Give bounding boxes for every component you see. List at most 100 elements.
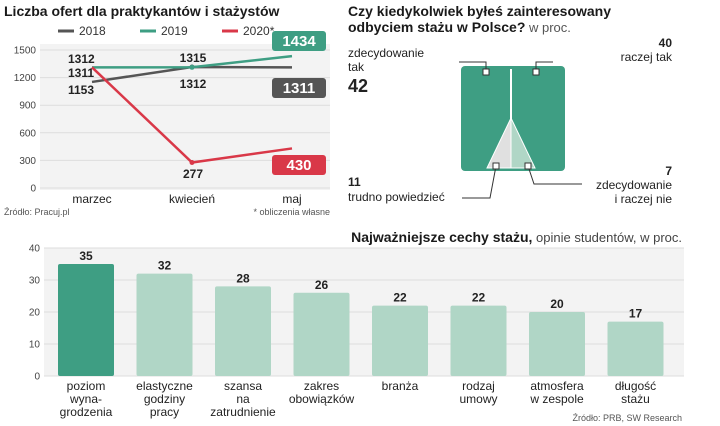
line-y-tick: 600 (19, 128, 36, 139)
line-point (189, 160, 195, 166)
bar-category: szansa (224, 379, 262, 393)
line-legend: 2018 2019 2020* (58, 24, 275, 38)
bar-category: godziny (144, 392, 185, 406)
line-note: * obliczenia własne (253, 207, 330, 217)
line-label-start: 1153 (68, 83, 94, 97)
pie-title-question: odbyciem stażu w Polsce? (348, 19, 525, 35)
bar-category: zatrudnienie (210, 405, 276, 419)
line-label-mid: 1315 (180, 51, 207, 65)
bar-category: branża (382, 379, 419, 393)
bar-value: 26 (315, 278, 329, 292)
bar (372, 305, 428, 376)
bar-y-tick: 0 (34, 372, 40, 383)
bar-category: pracy (150, 405, 179, 419)
pie-marker-tak (482, 68, 490, 76)
line-y-ticks: 0 300 600 900 1200 1500 (14, 46, 37, 195)
pie-leader-trudno (462, 165, 497, 199)
bar (136, 273, 193, 376)
bar (529, 312, 585, 376)
bar-title-main: Najważniejsze cechy stażu, (351, 229, 532, 245)
line-label-end: 1434 (282, 33, 316, 50)
bar-value: 17 (629, 307, 643, 321)
line-y-tick: 1500 (14, 46, 37, 57)
line-label-mid: 1312 (180, 77, 207, 91)
line-x-ticks: marzec kwiecień maj (72, 192, 301, 206)
bar (215, 286, 271, 376)
line-x-tick: maj (282, 192, 301, 206)
line-x-tick: marzec (72, 192, 111, 206)
pie-label-tak-1: zdecydowanie (348, 46, 424, 60)
line-end-box (272, 31, 326, 51)
line-label-end: 430 (286, 157, 311, 174)
line-series (91, 54, 293, 166)
bar (293, 292, 350, 376)
bar (58, 264, 114, 376)
bar-y-ticks: 0 10 20 30 40 (29, 244, 41, 383)
line-point (189, 64, 195, 70)
pie-title-line2: odbyciem stażu w Polsce? w proc. (348, 19, 571, 35)
pie-leader-nie (527, 165, 582, 185)
pie-marker-trudno (492, 162, 500, 170)
bar-category: wyna- (69, 392, 102, 406)
pie-value-tak: 42 (348, 76, 368, 96)
bar-category: w zespole (529, 392, 584, 406)
line-y-tick: 900 (19, 101, 36, 112)
bar-y-tick: 10 (29, 340, 41, 351)
bar-category: na (236, 392, 250, 406)
pie-label-trudno: trudno powiedzieć (348, 190, 445, 204)
bar-category: umowy (459, 392, 497, 406)
bar-category: zakres (304, 379, 339, 393)
bar-title: Najważniejsze cechy stażu, opinie studen… (351, 229, 682, 245)
bar-y-tick: 30 (29, 276, 41, 287)
pie-marker-nie (524, 162, 532, 170)
pie-chart: Czy kiedykolwiek byłeś zainteresowany od… (348, 3, 673, 206)
bar-value: 35 (79, 249, 93, 263)
pie-label-tak-2: tak (348, 60, 365, 74)
line-y-tick: 0 (30, 184, 36, 195)
bar-chart: Najważniejsze cechy stażu, opinie studen… (29, 229, 684, 423)
bar-y-tick: 40 (29, 244, 41, 255)
bar-category: grodzenia (60, 405, 113, 419)
pie-label-raczej: raczej tak (621, 50, 673, 64)
line-y-tick: 1200 (14, 73, 37, 84)
legend-label: 2019 (161, 24, 188, 38)
line-label-end: 1311 (283, 80, 316, 97)
line-source: Źródło: Pracuj.pl (4, 207, 70, 217)
pie-slice-nie (510, 117, 536, 169)
bar-value: 32 (158, 259, 172, 273)
bar-marks (58, 264, 664, 376)
bar-category: długość (615, 379, 656, 393)
pie-value-nie: 7 (665, 164, 672, 178)
line-y-tick: 300 (19, 156, 36, 167)
pie-title-line1: Czy kiedykolwiek byłeś zainteresowany (348, 3, 611, 19)
pie-marker-raczej (532, 68, 540, 76)
line-label-start: 1311 (68, 66, 94, 80)
legend-label: 2020* (243, 24, 275, 38)
bar (450, 305, 507, 376)
bar-y-tick: 20 (29, 308, 41, 319)
pie-value-raczej: 40 (659, 36, 673, 50)
bar-category: rodzaj (462, 379, 495, 393)
line-label-start: 1312 (68, 52, 95, 66)
bar-value: 20 (550, 297, 564, 311)
bar-values: 35 32 28 26 22 22 20 17 (79, 249, 642, 321)
pie-title-unit: w proc. (525, 20, 571, 35)
line-chart: Liczba ofert dla praktykantów i stażystó… (4, 3, 330, 217)
line-chart-title: Liczba ofert dla praktykantów i stażystó… (4, 3, 280, 19)
line-label-mid: 277 (183, 167, 203, 181)
bar-category: elastyczne (136, 379, 193, 393)
bar-category: atmosfera (530, 379, 584, 393)
pie-label-nie-1: zdecydowanie (596, 178, 672, 192)
bar-category: obowiązków (289, 392, 355, 406)
bar-category: stażu (621, 392, 650, 406)
bar-title-sub: opinie studentów, w proc. (532, 230, 682, 245)
line-end-box (272, 78, 326, 98)
bar-value: 22 (393, 291, 407, 305)
bar-value: 22 (472, 291, 486, 305)
bar (607, 321, 664, 376)
bar-category: poziom (67, 379, 106, 393)
bar-value: 28 (236, 271, 250, 285)
